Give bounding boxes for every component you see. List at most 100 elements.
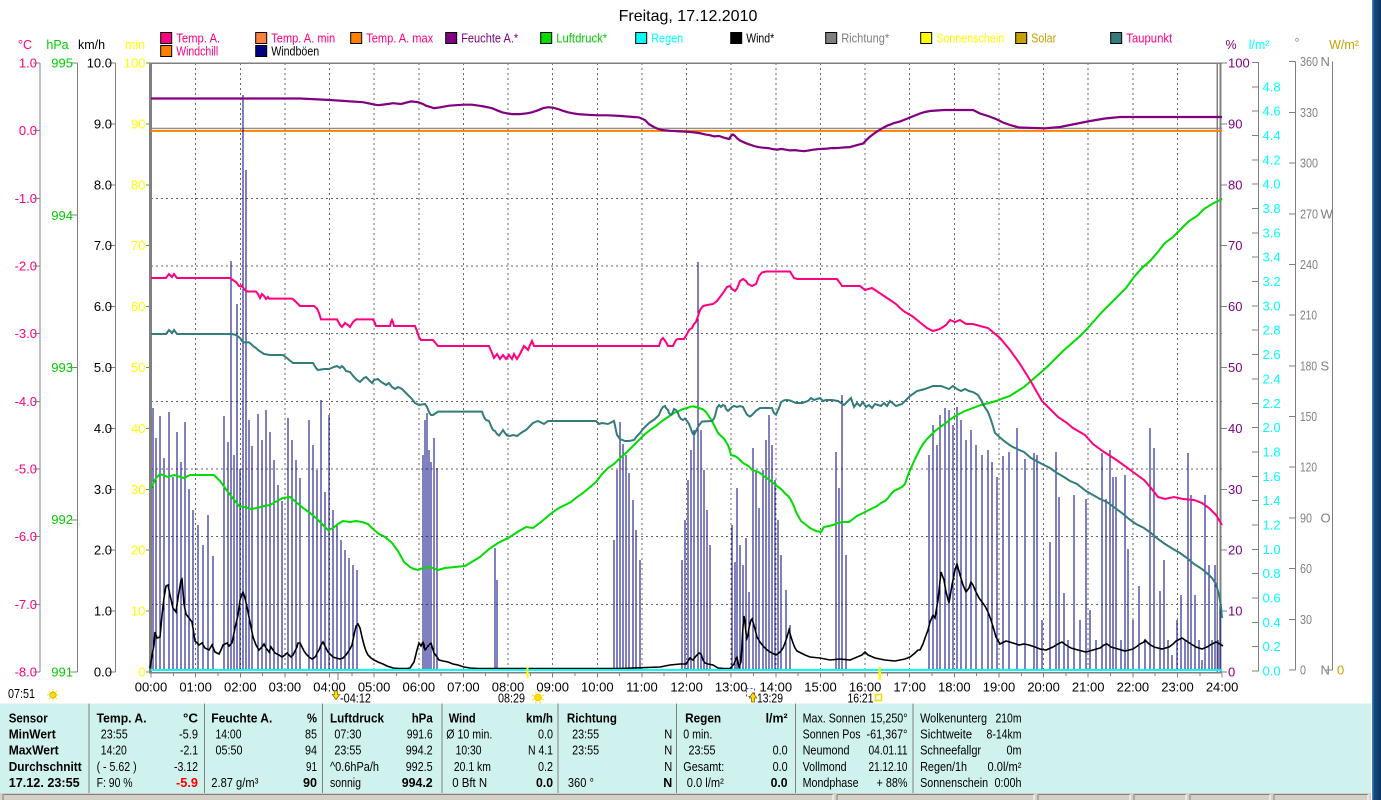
svg-text:1.0: 1.0 (19, 56, 37, 71)
svg-text:MinWert: MinWert (9, 727, 57, 742)
svg-text:90: 90 (1300, 510, 1312, 525)
svg-text:Temp. A.: Temp. A. (97, 710, 147, 725)
svg-text:360: 360 (1300, 54, 1318, 69)
svg-text:-5.0: -5.0 (15, 462, 37, 477)
svg-text:-61,367°: -61,367° (867, 727, 908, 742)
svg-text:16:00: 16:00 (849, 680, 882, 695)
svg-text:l/m²: l/m² (766, 710, 789, 725)
svg-text:20.1 km: 20.1 km (454, 759, 491, 774)
svg-text:8.0: 8.0 (94, 177, 112, 192)
svg-text:Wind: Wind (449, 710, 476, 725)
svg-text:Vollmond: Vollmond (803, 759, 847, 774)
svg-text:Ø 10 min.: Ø 10 min. (446, 727, 492, 742)
svg-text:2.8: 2.8 (1263, 323, 1281, 338)
svg-text:-1.0: -1.0 (15, 191, 37, 206)
svg-text:l/m²: l/m² (1249, 38, 1270, 52)
svg-text:0: 0 (1337, 663, 1344, 678)
svg-text:Richtung*: Richtung* (841, 32, 889, 46)
svg-text:10: 10 (1228, 604, 1242, 619)
svg-text:90: 90 (1228, 116, 1242, 131)
svg-text:09:00: 09:00 (536, 680, 569, 695)
svg-text:W/m²: W/m² (1329, 38, 1359, 52)
svg-text:10:30: 10:30 (456, 743, 482, 758)
svg-text:2.0: 2.0 (94, 543, 112, 558)
svg-text:Richtung: Richtung (567, 710, 617, 725)
svg-text:Sonnenschein: Sonnenschein (920, 775, 988, 790)
svg-text:23:55: 23:55 (689, 743, 716, 758)
svg-text:2.2: 2.2 (1263, 396, 1281, 411)
svg-text:0.0: 0.0 (538, 727, 553, 742)
svg-text:18:00: 18:00 (938, 680, 971, 695)
svg-text:91: 91 (306, 759, 317, 774)
svg-text:0.6: 0.6 (1263, 591, 1281, 606)
svg-text:330: 330 (1300, 105, 1318, 120)
svg-text:N: N (664, 759, 672, 774)
svg-text:120: 120 (1300, 460, 1317, 475)
svg-text:03:00: 03:00 (269, 680, 302, 695)
svg-text:13:29: 13:29 (757, 691, 783, 706)
svg-text:-5.9: -5.9 (176, 775, 198, 790)
svg-text:992.5: 992.5 (406, 759, 433, 774)
svg-text:4.8: 4.8 (1263, 79, 1281, 94)
svg-text:1.2: 1.2 (1263, 518, 1281, 533)
svg-text:0.0: 0.0 (536, 775, 553, 790)
svg-text:0m: 0m (1007, 743, 1022, 758)
svg-text:4.4: 4.4 (1263, 128, 1281, 143)
svg-text:08:29: 08:29 (498, 691, 525, 706)
svg-text:994.2: 994.2 (406, 743, 433, 758)
svg-text:19:00: 19:00 (983, 680, 1016, 695)
svg-text:N: N (664, 727, 672, 742)
svg-text:hPa: hPa (412, 710, 434, 725)
svg-text:Feuchte A.: Feuchte A. (211, 710, 272, 725)
svg-text:7.0: 7.0 (94, 238, 112, 253)
svg-text:4.0: 4.0 (94, 421, 112, 436)
svg-text:Regen: Regen (685, 710, 721, 725)
svg-text:3.8: 3.8 (1263, 201, 1281, 216)
svg-text:%: % (307, 710, 317, 725)
svg-text:50: 50 (131, 360, 145, 375)
svg-text:90: 90 (131, 116, 145, 131)
svg-text:07:51: 07:51 (8, 686, 35, 701)
svg-text:0.4: 0.4 (1263, 615, 1281, 630)
svg-text:4.6: 4.6 (1263, 104, 1281, 119)
svg-text:50: 50 (1228, 360, 1242, 375)
svg-text:0 Bft N: 0 Bft N (452, 775, 487, 790)
svg-text:70: 70 (1228, 238, 1242, 253)
svg-text:23:00: 23:00 (1161, 680, 1194, 695)
svg-text:3.0: 3.0 (1263, 298, 1281, 313)
svg-text:30: 30 (1300, 612, 1312, 627)
svg-text:40: 40 (1228, 421, 1242, 436)
svg-text:-3.0: -3.0 (15, 326, 37, 341)
svg-text:2.6: 2.6 (1263, 347, 1281, 362)
svg-text:20: 20 (131, 543, 145, 558)
svg-text:04.01.11: 04.01.11 (869, 743, 908, 758)
svg-text:3.2: 3.2 (1263, 274, 1281, 289)
svg-text:-3.12: -3.12 (174, 759, 198, 774)
svg-text:-8.0: -8.0 (15, 665, 37, 680)
svg-text:1.0: 1.0 (94, 604, 112, 619)
svg-text:°C: °C (183, 710, 199, 725)
svg-text:2.87 g/m³: 2.87 g/m³ (211, 775, 259, 790)
svg-text:MaxWert: MaxWert (9, 743, 60, 758)
svg-text:23:55: 23:55 (572, 727, 599, 742)
svg-text:0.0 l/m²: 0.0 l/m² (687, 775, 725, 790)
svg-text:210: 210 (1300, 308, 1317, 323)
svg-text:4.2: 4.2 (1263, 152, 1281, 167)
svg-text:10: 10 (131, 604, 145, 619)
svg-text:02:00: 02:00 (224, 680, 257, 695)
svg-text:180: 180 (1300, 358, 1317, 373)
svg-text:2.0: 2.0 (1263, 420, 1281, 435)
svg-text:Regen: Regen (651, 32, 683, 46)
svg-text:07:30: 07:30 (334, 727, 361, 742)
svg-text:11:00: 11:00 (626, 680, 658, 695)
svg-text:Temp. A.: Temp. A. (176, 32, 220, 46)
svg-text:01:00: 01:00 (179, 680, 212, 695)
svg-text:15,250°: 15,250° (871, 710, 908, 725)
svg-text:-4.0: -4.0 (15, 394, 37, 409)
svg-text:Wolkenunterg: Wolkenunterg (920, 710, 987, 725)
svg-text:0:00h: 0:00h (995, 775, 1022, 790)
svg-text:3.0: 3.0 (94, 482, 112, 497)
svg-text:Sonnenschein: Sonnenschein (936, 32, 1004, 46)
svg-text:0.2: 0.2 (1263, 639, 1281, 654)
svg-text:30: 30 (131, 482, 145, 497)
